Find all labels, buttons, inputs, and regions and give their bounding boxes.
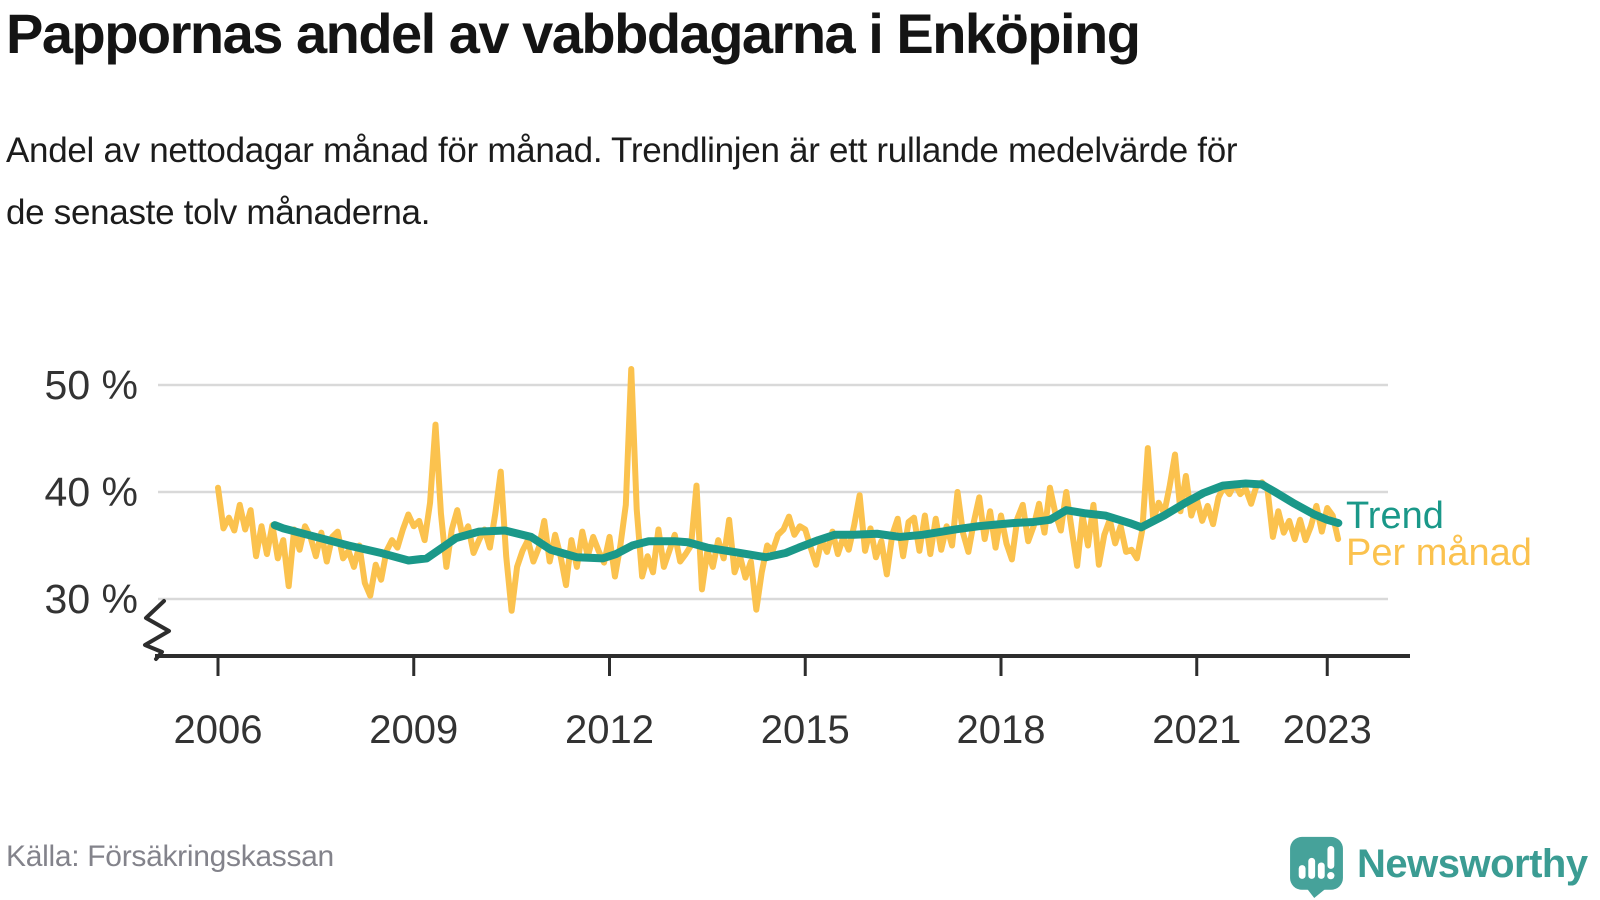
x-tick-label: 2023 [1283,708,1372,752]
x-axis: 2006 2009 2012 2015 2018 2021 2023 [155,654,1410,752]
y-tick-label: 50 % [45,362,138,408]
per-manad-label: Per månad [1346,532,1532,574]
trend-label: Trend [1346,495,1444,537]
y-axis-break-zigzag [143,599,171,661]
page-subtitle: Andel av nettodagar månad för månad. Tre… [6,131,1238,233]
newsworthy-logo-icon [1290,836,1343,898]
newsworthy-logo-text: Newsworthy [1357,842,1588,886]
y-tick-label: 40 % [45,469,138,515]
data-series [215,365,1343,614]
x-tick-label: 2018 [957,708,1046,752]
newsworthy-logo: Newsworthy [1289,836,1588,898]
source-note: Källa: Försäkringskassan [6,840,334,873]
x-tick-label: 2009 [369,708,458,752]
line-chart: 30 % 40 % 50 % 2006 2009 2012 2015 2018 2021 202… [45,362,1532,752]
x-tick-label: 2006 [174,708,263,752]
x-tick-label: 2021 [1152,708,1241,752]
y-tick-label: 30 % [45,576,138,622]
per-manad-line [215,365,1342,614]
x-tick-label: 2012 [565,708,654,752]
x-tick-label: 2015 [761,708,850,752]
trend-line [270,479,1343,565]
page-title: Pappornas andel av vabbdagarna i Enköpin… [6,2,1141,65]
